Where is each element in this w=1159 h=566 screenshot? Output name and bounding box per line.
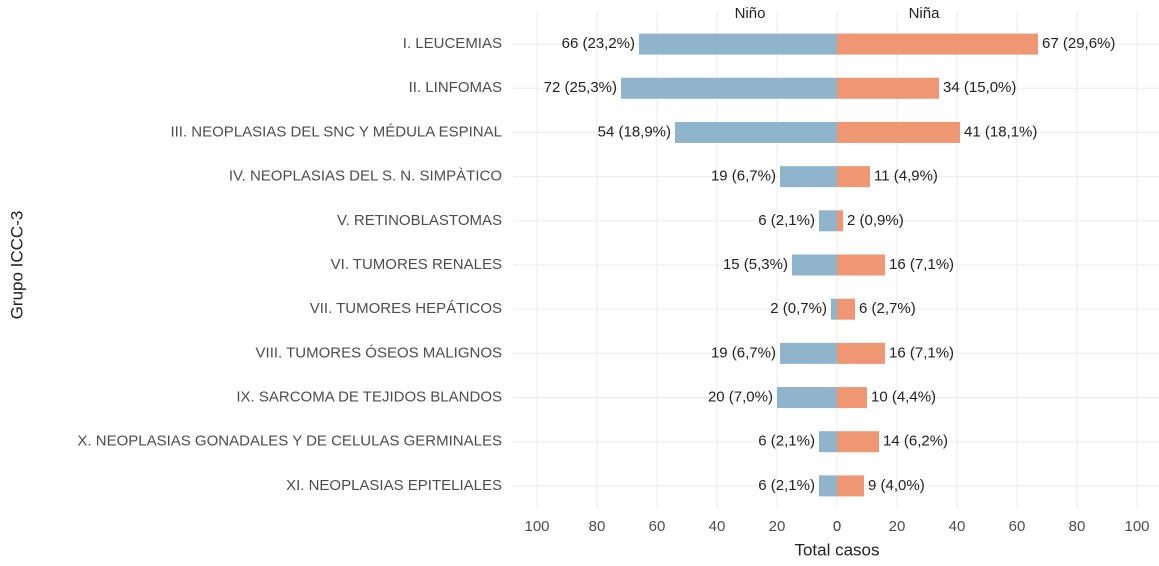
value-label: 6 (2,1%) [758,212,815,229]
value-label: 6 (2,1%) [758,433,815,450]
value-label: 72 (25,3%) [544,79,617,96]
x-axis-title: Total casos [794,540,879,559]
y-tick-label: V. RETINOBLASTOMAS [337,212,502,229]
bar [675,121,837,143]
x-tick-label: 0 [833,518,841,535]
y-axis-title: Grupo ICCC-3 [7,211,26,320]
y-tick-label: III. NEOPLASIAS DEL SNC Y MÉDULA ESPINAL [170,123,502,140]
value-label: 10 (4,4%) [871,389,936,406]
bar [837,77,939,99]
bar [837,431,879,453]
value-label: 2 (0,9%) [847,212,904,229]
x-tick-label: 80 [1069,518,1086,535]
x-tick-label: 40 [949,518,966,535]
legend-label: Niña [909,5,941,22]
bar [831,298,837,320]
value-label: 2 (0,7%) [770,300,827,317]
x-tick-label: 60 [649,518,666,535]
y-tick-label: II. LINFOMAS [409,79,502,96]
value-label: 9 (4,0%) [868,477,925,494]
bar [837,342,885,364]
legend-label: Niño [735,5,766,22]
x-tick-label: 80 [589,518,606,535]
bar [837,210,843,232]
x-tick-label: 100 [1124,518,1149,535]
x-tick-label: 40 [709,518,726,535]
bar [837,475,864,497]
bar [819,210,837,232]
value-label: 16 (7,1%) [889,344,954,361]
y-tick-label: X. NEOPLASIAS GONADALES Y DE CELULAS GER… [77,433,502,450]
value-label: 15 (5,3%) [723,256,788,273]
x-tick-label: 20 [889,518,906,535]
bar [621,77,837,99]
value-label: 6 (2,7%) [859,300,916,317]
value-label: 66 (23,2%) [562,35,635,52]
bar [837,254,885,276]
bar [819,475,837,497]
x-tick-label: 0 [833,518,841,535]
bar [819,431,837,453]
bar [780,166,837,188]
y-tick-label: IV. NEOPLASIAS DEL S. N. SIMPÀTICO [229,168,502,185]
y-tick-label: VI. TUMORES RENALES [331,256,502,273]
y-tick-label: VIII. TUMORES ÓSEOS MALIGNOS [256,344,502,361]
bar [792,254,837,276]
x-tick-label: 20 [769,518,786,535]
value-label: 19 (6,7%) [711,168,776,185]
value-label: 19 (6,7%) [711,344,776,361]
value-label: 11 (4,9%) [874,168,938,185]
bar [780,342,837,364]
y-tick-label: I. LEUCEMIAS [403,35,502,52]
bar [837,298,855,320]
bar [777,387,837,409]
bar [837,121,960,143]
bar [837,166,870,188]
y-tick-label: XI. NEOPLASIAS EPITELIALES [286,477,502,494]
bar [639,33,837,55]
x-tick-label: 100 [524,518,549,535]
value-label: 6 (2,1%) [758,477,815,494]
value-label: 67 (29,6%) [1042,35,1115,52]
value-label: 14 (6,2%) [883,433,948,450]
y-tick-label: VII. TUMORES HEPÁTICOS [310,300,502,317]
bar [837,387,867,409]
value-label: 20 (7,0%) [708,389,773,406]
value-label: 16 (7,1%) [889,256,954,273]
value-label: 54 (18,9%) [598,123,671,140]
x-tick-label: 60 [1009,518,1026,535]
value-label: 34 (15,0%) [943,79,1016,96]
y-tick-label: IX. SARCOMA DE TEJIDOS BLANDOS [236,389,502,406]
value-label: 41 (18,1%) [964,123,1037,140]
bar [837,33,1038,55]
